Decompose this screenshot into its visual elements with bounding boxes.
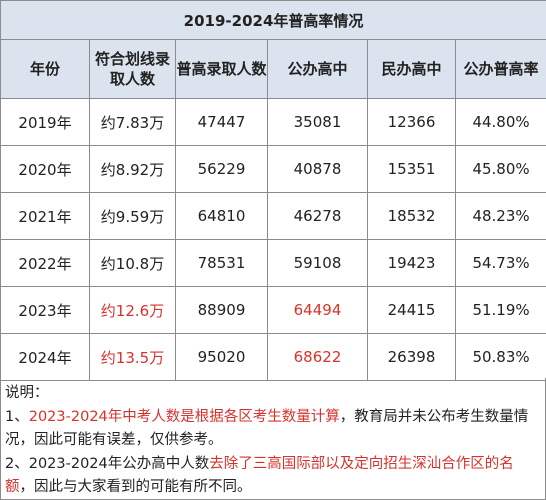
cell-year: 2024年	[0, 333, 90, 381]
cell-private: 19423	[367, 239, 456, 287]
header-private: 民办高中	[367, 39, 456, 99]
enrollment-table: 2019-2024年普高率情况 年份 符合划线录取人数 普高录取人数 公办高中 …	[0, 0, 546, 381]
cell-rate: 54.73%	[454, 239, 546, 287]
notes-section: 说明： 1、2023-2024年中考人数是根据各区考生数量计算，教育局并未公布考…	[0, 378, 546, 500]
header-year: 年份	[0, 39, 90, 99]
note-1-rest: ，教育局并未公布考生数量情况，因此可能有误差，仅供参考。	[5, 408, 529, 449]
table-row: 2019年 约7.83万 47447 35081 12366 44.80%	[0, 98, 546, 146]
cell-rate: 48.23%	[454, 192, 546, 240]
cell-private: 12366	[367, 98, 456, 146]
header-row: 年份 符合划线录取人数 普高录取人数 公办高中 民办高中 公办普高率	[0, 39, 546, 99]
cell-eligible: 约13.5万	[89, 333, 176, 381]
cell-private: 26398	[367, 333, 456, 381]
cell-year: 2022年	[0, 239, 90, 287]
cell-admitted: 88909	[175, 286, 268, 334]
cell-year: 2021年	[0, 192, 90, 240]
cell-private: 18532	[367, 192, 456, 240]
cell-admitted: 78531	[175, 239, 268, 287]
header-public: 公办高中	[267, 39, 368, 99]
cell-eligible: 约10.8万	[89, 239, 176, 287]
cell-rate: 44.80%	[454, 98, 546, 146]
cell-rate: 51.19%	[454, 286, 546, 334]
note-1-highlight: 2023-2024年中考人数是根据各区考生数量计算	[28, 408, 340, 425]
cell-admitted: 56229	[175, 145, 268, 193]
cell-year: 2019年	[0, 98, 90, 146]
header-eligible: 符合划线录取人数	[89, 39, 176, 99]
cell-eligible: 约8.92万	[89, 145, 176, 193]
cell-year: 2020年	[0, 145, 90, 193]
cell-public: 46278	[267, 192, 368, 240]
table-row: 2022年 约10.8万 78531 59108 19423 54.73%	[0, 239, 546, 287]
cell-eligible: 约12.6万	[89, 286, 176, 334]
header-rate: 公办普高率	[454, 39, 546, 99]
cell-public: 40878	[267, 145, 368, 193]
note-2-highlight: 去除了三高国际部以及定向招生深汕合作区的名额	[5, 455, 514, 496]
table-row: 2023年 约12.6万 88909 64494 24415 51.19%	[0, 286, 546, 334]
cell-public: 59108	[267, 239, 368, 287]
cell-year: 2023年	[0, 286, 90, 334]
cell-rate: 50.83%	[454, 333, 546, 381]
table-title-row: 2019-2024年普高率情况	[0, 0, 546, 40]
note-2: 2、2023-2024年公办高中人数去除了三高国际部以及定向招生深汕合作区的名额…	[5, 453, 539, 500]
cell-admitted: 64810	[175, 192, 268, 240]
table-row: 2021年 约9.59万 64810 46278 18532 48.23%	[0, 192, 546, 240]
notes-label: 说明：	[5, 385, 49, 401]
cell-rate: 45.80%	[454, 145, 546, 193]
cell-public: 64494	[267, 286, 368, 334]
cell-admitted: 47447	[175, 98, 268, 146]
table-title: 2019-2024年普高率情况	[0, 0, 546, 40]
header-admitted: 普高录取人数	[175, 39, 268, 99]
cell-eligible: 约7.83万	[89, 98, 176, 146]
note-2-prefix: 2、2023-2024年公办高中人数	[5, 455, 210, 472]
note-1-prefix: 1、	[5, 408, 29, 425]
note-1: 1、2023-2024年中考人数是根据各区考生数量计算，教育局并未公布考生数量情…	[5, 406, 539, 453]
note-2-rest: ，因此与大家看到的可能有所不同。	[19, 479, 252, 495]
cell-private: 15351	[367, 145, 456, 193]
table-row: 2024年 约13.5万 95020 68622 26398 50.83%	[0, 333, 546, 381]
cell-public: 68622	[267, 333, 368, 381]
cell-admitted: 95020	[175, 333, 268, 381]
cell-public: 35081	[267, 98, 368, 146]
cell-eligible: 约9.59万	[89, 192, 176, 240]
cell-private: 24415	[367, 286, 456, 334]
table-row: 2020年 约8.92万 56229 40878 15351 45.80%	[0, 145, 546, 193]
